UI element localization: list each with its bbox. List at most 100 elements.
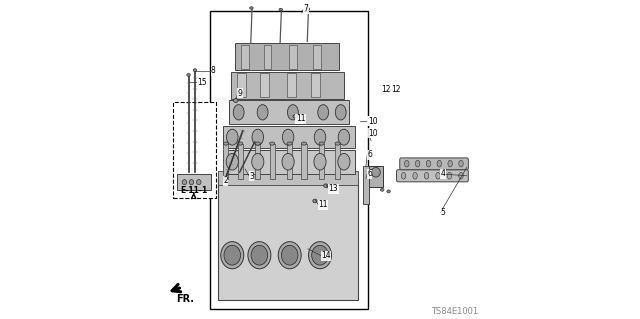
Bar (260, 73, 269, 97)
Ellipse shape (413, 172, 417, 179)
Ellipse shape (233, 105, 244, 120)
Ellipse shape (287, 105, 298, 120)
Bar (229, 100, 349, 124)
Bar (177, 174, 211, 190)
Ellipse shape (257, 105, 268, 120)
Bar (237, 73, 246, 97)
Ellipse shape (338, 153, 350, 170)
Bar (319, 144, 324, 179)
Ellipse shape (437, 160, 442, 167)
Bar (237, 144, 243, 179)
Text: 1: 1 (369, 117, 373, 126)
Bar (363, 166, 369, 204)
Text: 11: 11 (296, 114, 305, 123)
Ellipse shape (237, 142, 243, 145)
Ellipse shape (459, 160, 463, 167)
Bar (218, 171, 358, 185)
Bar (223, 126, 355, 148)
Ellipse shape (312, 245, 328, 265)
Ellipse shape (255, 142, 260, 145)
Text: 7: 7 (303, 4, 308, 13)
Bar (223, 150, 355, 174)
Ellipse shape (282, 153, 294, 170)
Ellipse shape (282, 245, 298, 265)
Text: 10: 10 (368, 117, 378, 126)
Bar (264, 45, 271, 69)
Ellipse shape (380, 188, 384, 191)
Text: 10: 10 (368, 129, 378, 137)
Ellipse shape (234, 99, 238, 102)
Ellipse shape (387, 190, 390, 193)
Text: 3: 3 (249, 172, 254, 181)
Ellipse shape (424, 172, 429, 179)
Bar (289, 45, 297, 69)
Ellipse shape (252, 129, 264, 145)
Text: 5: 5 (440, 208, 445, 217)
Ellipse shape (404, 160, 409, 167)
Bar (335, 144, 340, 179)
Text: E-11-1: E-11-1 (180, 186, 207, 195)
Ellipse shape (250, 7, 253, 9)
Ellipse shape (269, 142, 275, 145)
Ellipse shape (371, 167, 380, 177)
Ellipse shape (308, 242, 332, 269)
Bar (311, 73, 320, 97)
FancyBboxPatch shape (400, 158, 468, 170)
Ellipse shape (415, 160, 420, 167)
Bar (313, 45, 321, 69)
Ellipse shape (306, 8, 310, 10)
Ellipse shape (314, 153, 326, 170)
Text: 8: 8 (211, 66, 216, 75)
Text: FR.: FR. (176, 294, 194, 304)
Ellipse shape (335, 105, 346, 120)
Bar (369, 166, 383, 187)
Ellipse shape (223, 142, 228, 145)
Ellipse shape (226, 153, 238, 170)
Ellipse shape (221, 242, 244, 269)
Ellipse shape (293, 115, 297, 118)
Text: 15: 15 (198, 78, 207, 87)
Ellipse shape (193, 69, 196, 71)
Ellipse shape (189, 180, 194, 185)
Bar (241, 45, 249, 69)
Ellipse shape (248, 242, 271, 269)
Bar (287, 73, 296, 97)
Ellipse shape (335, 142, 340, 145)
Ellipse shape (252, 153, 264, 170)
FancyBboxPatch shape (397, 170, 468, 182)
Ellipse shape (447, 172, 452, 179)
Bar (287, 144, 292, 179)
Ellipse shape (448, 160, 452, 167)
Text: 4: 4 (440, 169, 445, 178)
Ellipse shape (319, 142, 324, 145)
Text: 14: 14 (321, 251, 331, 260)
Text: 9: 9 (237, 89, 243, 98)
Ellipse shape (459, 172, 463, 179)
Bar (223, 144, 228, 179)
Text: TS84E1001: TS84E1001 (431, 308, 478, 316)
Ellipse shape (182, 180, 187, 185)
Ellipse shape (187, 74, 190, 77)
Ellipse shape (224, 245, 241, 265)
Text: 12: 12 (391, 85, 401, 94)
Ellipse shape (278, 242, 301, 269)
Ellipse shape (251, 245, 268, 265)
Ellipse shape (301, 142, 307, 145)
Bar (236, 43, 339, 70)
Bar (255, 144, 260, 179)
Ellipse shape (287, 142, 292, 145)
Ellipse shape (324, 184, 328, 188)
Bar (173, 102, 216, 198)
Ellipse shape (227, 129, 238, 145)
Ellipse shape (338, 129, 349, 145)
Text: 2: 2 (223, 176, 228, 185)
Ellipse shape (436, 172, 440, 179)
Bar (301, 144, 307, 179)
Bar (230, 72, 344, 99)
Ellipse shape (282, 129, 294, 145)
Ellipse shape (279, 8, 282, 11)
Ellipse shape (318, 105, 328, 120)
Ellipse shape (196, 180, 201, 185)
Text: 11: 11 (319, 200, 328, 209)
Bar (210, 11, 368, 309)
